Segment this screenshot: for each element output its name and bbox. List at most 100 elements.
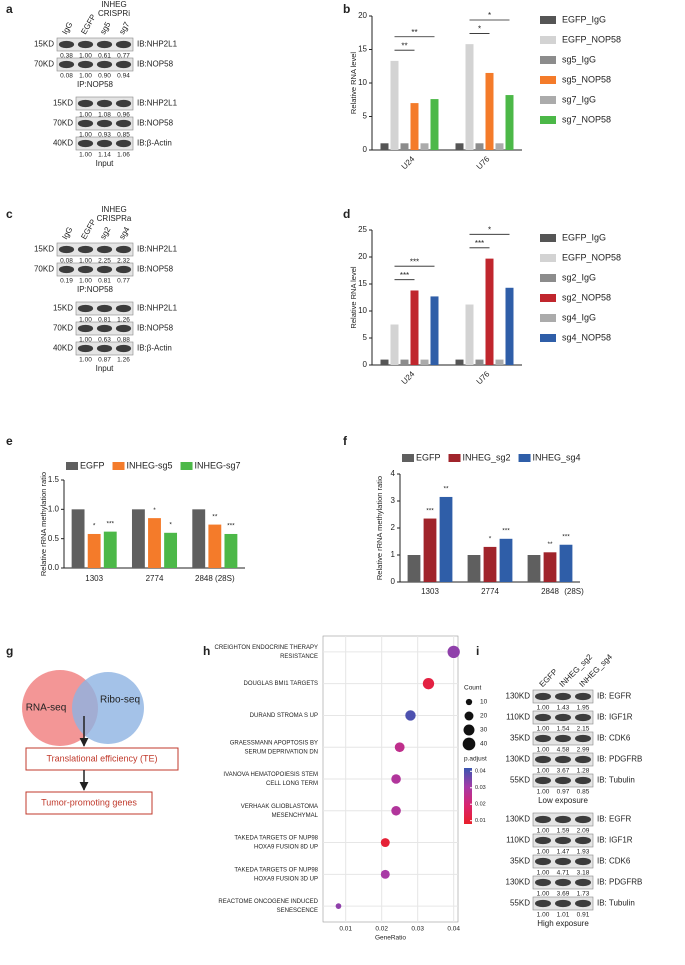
quant-label: 0.87 — [98, 357, 111, 364]
legend-label: sg2_NOP58 — [562, 292, 611, 302]
significance: *** — [400, 271, 409, 280]
dot — [391, 774, 401, 784]
group-label: INHEG — [101, 205, 126, 214]
y-tick-label: 3 — [391, 496, 396, 505]
bar — [475, 143, 484, 150]
legend-swatch — [540, 314, 556, 322]
legend-label: sg5_IgG — [562, 54, 596, 64]
y-tick-label: 0 — [363, 360, 368, 369]
band — [96, 119, 113, 128]
significance: *** — [502, 528, 510, 535]
legend-label: EGFP_NOP58 — [562, 34, 621, 44]
significance: * — [489, 536, 492, 543]
band — [115, 60, 132, 69]
band — [555, 857, 571, 866]
band — [77, 304, 94, 313]
band — [96, 344, 113, 353]
quant-label: 1.00 — [79, 73, 92, 80]
y-tick-label: TAKEDA TARGETS OF NUP98 — [234, 836, 318, 842]
lane-label: EGFP — [538, 667, 560, 689]
bar — [87, 533, 101, 568]
bar — [465, 304, 474, 365]
bar — [499, 538, 513, 582]
color-bar — [464, 768, 472, 824]
antibody-label: IB: Tubulin — [597, 776, 635, 785]
quant-label: 1.00 — [79, 132, 92, 139]
legend-swatch — [540, 96, 556, 104]
legend-swatch — [540, 334, 556, 342]
y-tick-label: 10 — [358, 306, 367, 315]
y-tick-label: SERUM DEPRIVATION DN — [245, 749, 318, 755]
quant-label: 1.14 — [98, 152, 111, 159]
legend-swatch — [402, 454, 414, 462]
band — [115, 99, 132, 108]
x-tick-label: U76 — [475, 154, 492, 171]
quant-label: 0.88 — [117, 337, 130, 344]
marker-label: 70KD — [34, 60, 54, 69]
quant-label: 1.00 — [79, 258, 92, 265]
bar — [483, 546, 497, 582]
band — [96, 245, 113, 254]
band — [96, 324, 113, 333]
x-tick-label: 2774 — [481, 587, 499, 596]
y-tick-label: 0 — [363, 145, 368, 154]
bar — [559, 544, 573, 582]
significance: *** — [227, 523, 235, 530]
quant-label: 0.77 — [117, 278, 130, 285]
section-caption: IP:NOP58 — [77, 285, 114, 294]
x-tick-label: 0.04 — [447, 926, 460, 933]
x-axis-label: GeneRatio — [375, 935, 406, 942]
band — [77, 139, 94, 148]
marker-label: 110KD — [506, 713, 530, 722]
legend-label: 40 — [480, 741, 488, 748]
band — [115, 119, 132, 128]
marker-label: 35KD — [510, 857, 530, 866]
y-axis-label: Relative rRNA methylation ratio — [375, 476, 384, 580]
quant-label: 1.59 — [557, 828, 570, 835]
bar — [475, 359, 484, 365]
band — [575, 878, 591, 887]
y-tick-label: 10 — [358, 78, 367, 87]
band — [115, 304, 132, 313]
venn-circle — [72, 672, 144, 744]
marker-label: 130KD — [506, 815, 531, 824]
legend-label: 30 — [480, 727, 488, 734]
quant-label: 4.71 — [557, 870, 570, 877]
quant-label: 2.32 — [117, 258, 130, 265]
y-tick-label: 20 — [358, 11, 367, 20]
legend-dot — [463, 724, 475, 736]
bar — [423, 518, 437, 582]
quant-label: 0.90 — [98, 73, 111, 80]
color-tick-label: 0.02 — [475, 802, 486, 808]
band — [555, 899, 571, 908]
y-tick-label: GRAESSMANN APOPTOSIS BY — [230, 740, 318, 746]
bar — [527, 555, 541, 582]
legend-dot — [464, 711, 474, 721]
quant-label: 0.08 — [60, 73, 73, 80]
color-tick-label: 0.04 — [475, 769, 486, 775]
quant-label: 1.47 — [557, 849, 570, 856]
legend-swatch — [540, 294, 556, 302]
band — [77, 119, 94, 128]
bar — [400, 143, 409, 150]
color-tick-label: 0.01 — [475, 818, 486, 824]
band — [535, 734, 551, 743]
legend-swatch — [540, 234, 556, 242]
band — [575, 776, 591, 785]
marker-label: 15KD — [53, 304, 73, 313]
band — [535, 899, 551, 908]
antibody-label: IB:NOP58 — [137, 119, 174, 128]
panel-label: a — [6, 2, 13, 16]
band — [77, 245, 94, 254]
quant-label: 0.63 — [98, 337, 111, 344]
quant-label: 0.38 — [60, 53, 73, 60]
legend-swatch — [112, 462, 125, 470]
legend-label: sg2_IgG — [562, 272, 596, 282]
quant-label: 1.00 — [537, 828, 550, 835]
quant-label: 0.61 — [98, 53, 111, 60]
band — [575, 713, 591, 722]
quant-label: 2.25 — [98, 258, 111, 265]
panel-label: b — [343, 2, 350, 16]
y-tick-label: CELL LONG TERM — [266, 781, 318, 787]
legend-label: INHEG-sg5 — [127, 460, 173, 470]
